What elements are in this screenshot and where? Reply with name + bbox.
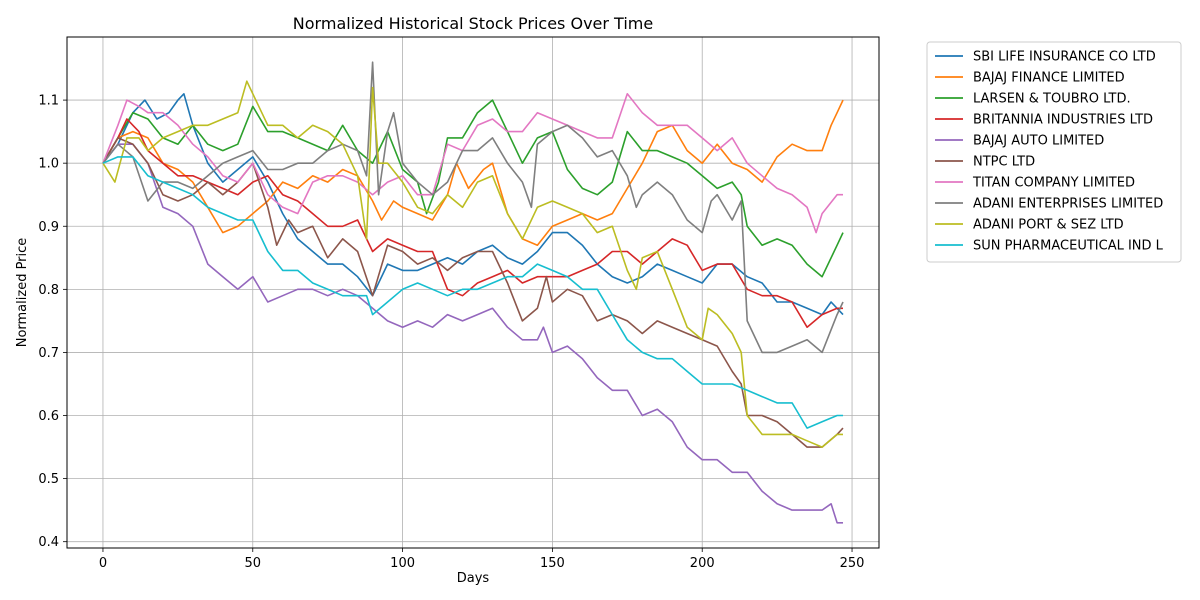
legend-label-8: ADANI ENTERPRISES LIMITED [973, 197, 1163, 212]
legend-box [926, 41, 1182, 263]
x-tick-label: 100 [390, 556, 415, 571]
legend-label-10: SUN PHARMACEUTICAL IND L [973, 239, 1164, 254]
legend-label-9: ADANI PORT & SEZ LTD [973, 218, 1124, 233]
y-tick-label: 0.5 [38, 472, 59, 487]
legend: SBI LIFE INSURANCE CO LTD BAJAJ FINANCE L… [926, 41, 1182, 263]
legend-label-7: TITAN COMPANY LIMITED [972, 176, 1135, 191]
series-line-10 [102, 156, 843, 429]
series-line-7 [102, 93, 843, 234]
x-tick-label: 50 [244, 556, 261, 571]
legend-label-6: NTPC LTD [973, 155, 1035, 170]
x-axis-label: Days [457, 571, 490, 586]
chart-title: Normalized Historical Stock Prices Over … [293, 14, 653, 33]
plot-frame [66, 36, 880, 549]
plot-lines [102, 61, 844, 524]
y-tick-label: 0.7 [38, 346, 59, 361]
legend-label-3: LARSEN & TOUBRO LTD. [973, 92, 1131, 107]
legend-label-4: BRITANNIA INDUSTRIES LTD [973, 113, 1153, 128]
legend-label-1: SBI LIFE INSURANCE CO LTD [973, 50, 1156, 65]
y-tick-label: 0.6 [38, 409, 59, 424]
x-tick-label: 250 [840, 556, 865, 571]
x-tick-label: 150 [540, 556, 565, 571]
series-line-5 [102, 143, 843, 524]
series-line-9 [102, 80, 843, 448]
series-line-6 [102, 137, 844, 448]
y-tick-label: 1.1 [38, 94, 59, 109]
series-line-3 [102, 99, 844, 278]
axis-ticks: 0 50 100 150 200 250 0.4 0.5 0.6 0.7 0.8 0.9 1.0 1.1 [38, 94, 864, 571]
series-line-8 [102, 61, 844, 354]
y-tick-label: 0.4 [38, 535, 59, 550]
y-tick-label: 1.0 [38, 157, 59, 172]
x-tick-label: 0 [99, 556, 107, 571]
y-tick-label: 0.8 [38, 283, 59, 298]
legend-label-2: BAJAJ FINANCE LIMITED [973, 71, 1125, 86]
x-tick-label: 200 [690, 556, 715, 571]
y-axis-label: Normalized Price [15, 238, 30, 348]
series-line-2 [102, 99, 844, 246]
legend-label-5: BAJAJ AUTO LIMITED [973, 134, 1104, 149]
y-tick-label: 0.9 [38, 220, 59, 235]
